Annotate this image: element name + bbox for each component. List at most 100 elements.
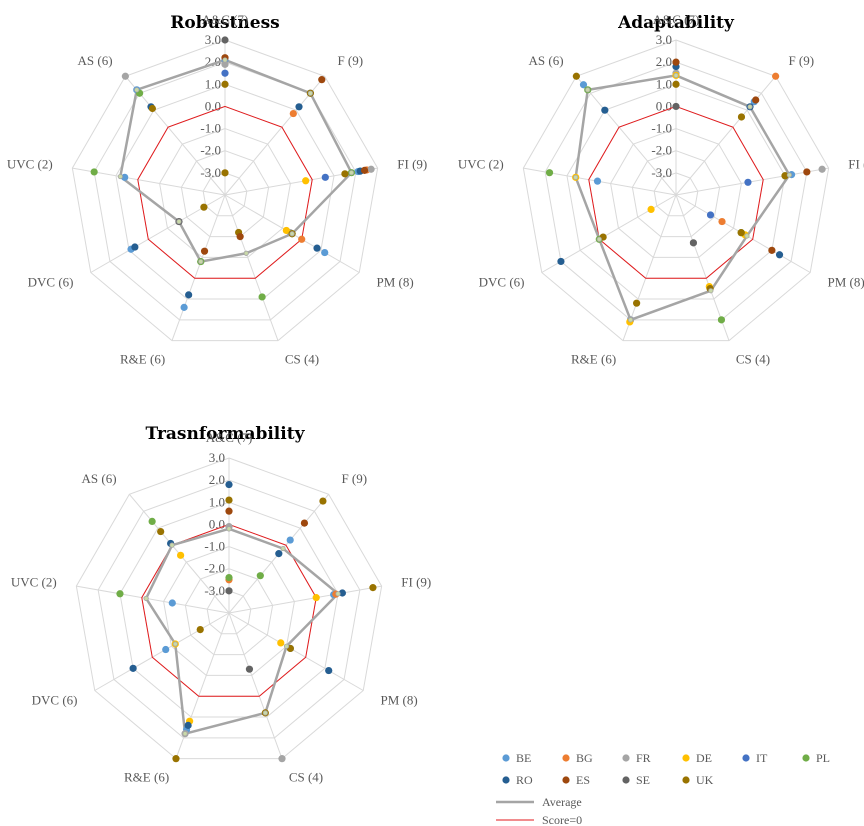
data-point-ro xyxy=(775,251,784,259)
data-point-ro xyxy=(275,550,283,558)
average-point xyxy=(226,526,232,532)
data-point-it xyxy=(706,211,715,219)
axis-label: UVC (2) xyxy=(11,575,57,590)
data-point-fr xyxy=(121,72,129,80)
legend-label-ro: RO xyxy=(516,773,533,787)
data-point-uk xyxy=(341,170,349,178)
r-tick-label: -1.0 xyxy=(204,539,225,554)
data-point-ro xyxy=(325,666,333,675)
grid-ring xyxy=(631,150,721,238)
r-tick-label: 1.0 xyxy=(209,494,225,509)
average-point xyxy=(172,641,178,647)
r-tick-label: -2.0 xyxy=(651,143,672,158)
r-tick-label: -1.0 xyxy=(651,121,672,136)
axis-label: AS (6) xyxy=(82,471,117,486)
data-point-uk xyxy=(157,527,165,536)
axis-label: CS (4) xyxy=(285,351,319,366)
average-point xyxy=(573,174,579,180)
average-point xyxy=(335,591,341,597)
average-point xyxy=(708,288,714,294)
data-point-uk xyxy=(737,229,745,237)
data-point-be xyxy=(180,303,188,311)
grid-ring xyxy=(202,172,248,217)
country-points xyxy=(116,480,377,763)
axis-label: FI (9) xyxy=(401,575,431,590)
data-point-be xyxy=(121,173,129,181)
data-point-pl xyxy=(148,517,156,526)
average-point xyxy=(143,595,149,601)
score-zero-series xyxy=(137,105,313,279)
average-point xyxy=(280,545,286,552)
average-point xyxy=(596,236,602,242)
data-point-bg xyxy=(772,72,780,80)
data-point-ro xyxy=(131,243,139,251)
average-series xyxy=(144,527,340,736)
legend-label-pl: PL xyxy=(816,751,830,765)
score-zero-series xyxy=(588,105,764,279)
grid-ring xyxy=(566,83,786,300)
axis-label: CS (4) xyxy=(289,769,323,784)
legend-score-zero-label: Score=0 xyxy=(542,813,582,826)
average-point xyxy=(585,87,591,93)
data-point-ro xyxy=(185,291,193,299)
data-point-es xyxy=(752,96,760,104)
data-point-de xyxy=(177,551,185,559)
r-tick-label: -2.0 xyxy=(204,561,225,576)
chart-title: Adaptability xyxy=(617,13,735,33)
data-point-de xyxy=(312,594,320,602)
axis-label: R&E (6) xyxy=(120,351,165,366)
grid-spoke xyxy=(94,612,230,691)
grid-spoke xyxy=(228,585,382,614)
grid-ring xyxy=(206,590,252,635)
legend: BE BG FR DE IT PL RO ES SE UK Average Score=0 xyxy=(496,751,830,826)
average-point xyxy=(117,173,123,180)
r-tick-label: 2.0 xyxy=(209,472,225,487)
grid-ring xyxy=(163,546,295,676)
grid-spoke xyxy=(575,75,677,196)
legend-label-se: SE xyxy=(636,773,650,787)
chart-title: Trasnformability xyxy=(146,424,306,444)
data-point-es xyxy=(360,166,369,174)
r-tick-label: 2.0 xyxy=(656,54,672,69)
legend-marker-uk xyxy=(682,776,690,784)
data-point-ro xyxy=(557,257,565,266)
data-point-be xyxy=(579,81,588,89)
r-tick-label: -3.0 xyxy=(204,583,225,598)
transformability-radar-chart: Trasnformability 3.02.01.00.0-1.0-2.0-3.… xyxy=(11,424,431,784)
robustness-radar-chart: Robustness 3.02.01.00.0-1.0-2.0-3.0A&C (… xyxy=(7,12,427,366)
legend-label-uk: UK xyxy=(696,773,714,787)
legend-marker-ro xyxy=(502,776,510,784)
grid-ring xyxy=(97,479,361,739)
data-point-uk xyxy=(781,172,789,180)
legend-label-it: IT xyxy=(756,751,768,765)
data-point-uk xyxy=(737,113,746,121)
grid-spoke xyxy=(675,167,829,196)
average-point xyxy=(289,231,295,237)
data-point-uk xyxy=(221,169,229,177)
average-point xyxy=(182,731,188,737)
legend-label-be: BE xyxy=(516,751,531,765)
legend-average-label: Average xyxy=(542,795,582,809)
grid-spoke xyxy=(76,585,230,614)
data-point-pl xyxy=(90,168,98,176)
data-point-se xyxy=(689,239,698,247)
grid-ring xyxy=(75,457,383,760)
grid-spoke xyxy=(124,75,226,196)
data-point-be xyxy=(168,599,176,607)
data-point-fr xyxy=(367,165,375,173)
average-point xyxy=(747,104,753,110)
data-point-de xyxy=(282,226,290,235)
adaptability-radar-chart: Adaptability 3.02.01.00.0-1.0-2.0-3.0A&C… xyxy=(458,12,864,366)
data-point-uk xyxy=(200,203,208,211)
axis-label: A&C (7) xyxy=(206,430,253,445)
data-point-se xyxy=(672,102,680,111)
legend-marker-fr xyxy=(622,754,630,762)
data-point-fr xyxy=(278,755,286,763)
data-point-ro xyxy=(338,589,346,597)
axis-label: DVC (6) xyxy=(32,692,78,707)
r-tick-label: 1.0 xyxy=(656,76,672,91)
data-point-es xyxy=(672,58,680,66)
data-point-es xyxy=(225,507,233,515)
legend-marker-be xyxy=(502,754,510,762)
